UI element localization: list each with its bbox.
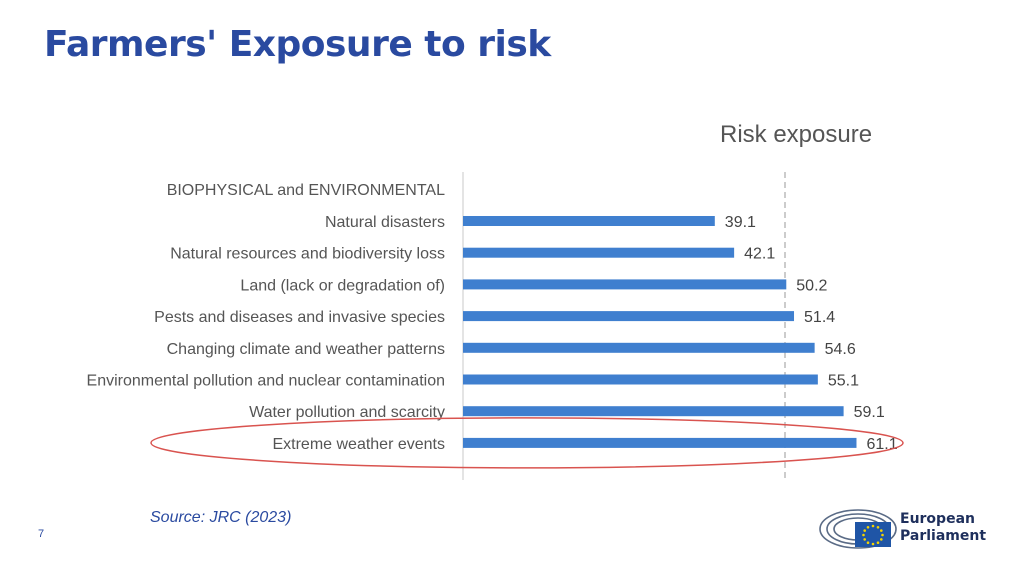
bar	[463, 216, 715, 226]
bar	[463, 374, 818, 385]
value-label: 54.6	[825, 341, 856, 358]
group-heading: BIOPHYSICAL and ENVIRONMENTAL	[167, 182, 445, 199]
value-label: 42.1	[744, 246, 775, 263]
european-parliament-logo: European Parliament	[818, 505, 998, 551]
slide-title: Farmers' Exposure to risk	[44, 24, 551, 65]
category-label: Pests and diseases and invasive species	[154, 309, 445, 326]
value-label: 39.1	[725, 214, 756, 231]
value-label: 61.1	[866, 436, 897, 453]
value-label: 50.2	[796, 277, 827, 294]
category-label: Natural disasters	[325, 214, 445, 231]
value-label: 51.4	[804, 309, 835, 326]
bar	[463, 342, 815, 353]
highlight-ellipse	[150, 417, 904, 469]
value-label: 59.1	[854, 404, 885, 421]
bar	[463, 279, 787, 290]
page-number: 7	[38, 528, 45, 540]
bar	[463, 406, 844, 417]
category-label: Water pollution and scarcity	[249, 404, 445, 421]
category-label: Extreme weather events	[272, 436, 445, 453]
value-label: 55.1	[828, 373, 859, 390]
source-note: Source: JRC (2023)	[150, 509, 292, 526]
bar	[463, 247, 735, 258]
category-label: Natural resources and biodiversity loss	[170, 246, 445, 263]
category-label: Land (lack or degradation of)	[240, 277, 445, 294]
category-label: Environmental pollution and nuclear cont…	[87, 373, 445, 390]
parliament-hemicycle-icon	[819, 509, 897, 549]
logo-line-1: European	[900, 511, 975, 527]
chart-title: Risk exposure	[720, 121, 872, 148]
bar	[463, 437, 857, 448]
bar	[463, 311, 795, 322]
logo-line-2: Parliament	[900, 528, 987, 544]
category-label: Changing climate and weather patterns	[167, 341, 445, 358]
